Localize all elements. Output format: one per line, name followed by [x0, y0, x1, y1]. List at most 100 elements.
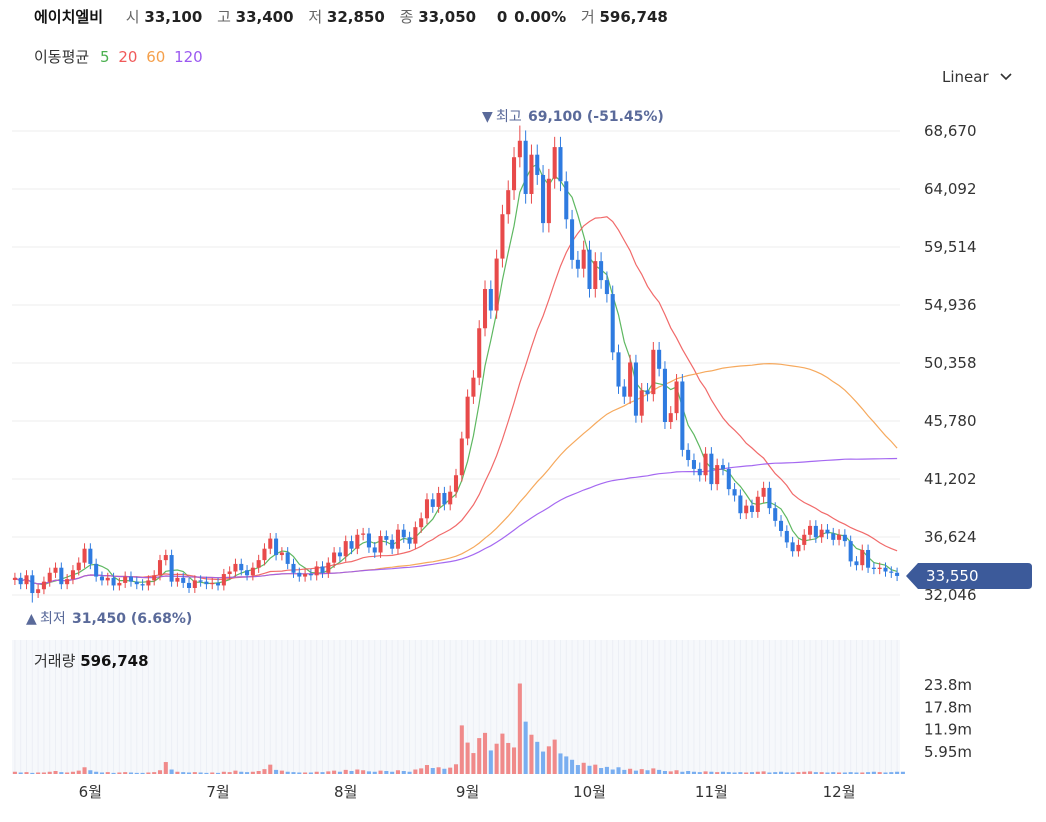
open-label: 시 [125, 8, 140, 26]
volume-bar [47, 771, 52, 774]
candle-body [53, 567, 58, 573]
candle-body [407, 537, 412, 544]
candle-body [12, 577, 17, 580]
ma-20[interactable]: 20 [118, 48, 138, 66]
month-label: 7월 [206, 783, 229, 801]
volume-bar [639, 769, 644, 774]
volume-bar [157, 770, 163, 774]
candle-body [227, 571, 232, 575]
volume-bar [76, 770, 81, 774]
volume-bar [314, 771, 319, 774]
volume-bar [871, 771, 876, 774]
volume-bar [541, 751, 546, 774]
volume-bar [564, 756, 569, 774]
scale-dropdown[interactable]: Linear [942, 68, 1012, 86]
moving-average-legend[interactable]: 이동평균 5 20 60 120 [34, 46, 207, 67]
volume-bar [413, 769, 418, 774]
candle-body [181, 577, 186, 583]
volume-bar [900, 771, 905, 774]
candle-body [720, 465, 726, 469]
candle-body [854, 561, 859, 566]
high-annotation: ▼ 최고 69,100 (-51.45%) [482, 109, 664, 125]
volume-bar [82, 767, 87, 774]
candle-body [610, 294, 615, 353]
volume-bar [355, 769, 360, 774]
volume-bar [732, 772, 737, 774]
volume-bar [41, 772, 46, 774]
volume-bar [111, 772, 116, 774]
month-label: 12월 [823, 783, 856, 801]
candle-body [274, 538, 279, 556]
candle-body [680, 381, 685, 450]
volume-bar [848, 772, 853, 774]
volume-bar [668, 771, 673, 774]
volume-tick-label: 11.9m [924, 721, 972, 739]
price-tick-label: 64,092 [924, 180, 977, 198]
volume-bar [366, 771, 371, 774]
volume-title: 거래량 [34, 652, 76, 670]
volume-bar [686, 771, 691, 774]
volume-bar [761, 771, 766, 774]
volume-bar [720, 771, 726, 774]
volume-bar [482, 732, 488, 774]
candle-body [349, 541, 354, 549]
candle-body [326, 562, 331, 573]
current-price-text: 33,550 [926, 567, 979, 585]
volume-bar [697, 772, 702, 774]
volume-bar [36, 772, 41, 774]
volume-bar [645, 770, 650, 774]
volume-bar [233, 770, 238, 774]
price-header: 에이치엘비 시 33,100 고 33,400 저 32,850 종 33,05… [34, 6, 674, 27]
volume-bar [436, 767, 441, 774]
volume-bar [587, 765, 592, 774]
candle-body [424, 499, 430, 519]
volume-axis: 23.8m 17.8m 11.9m 5.95m [924, 676, 972, 761]
volume-bar [610, 769, 615, 774]
volume-bar [361, 770, 366, 774]
volume-bar [819, 772, 824, 774]
candle-body [691, 460, 696, 469]
candle-body [24, 575, 29, 585]
volume-bar [825, 772, 830, 774]
candle-body [262, 548, 267, 561]
volume-bar [430, 768, 435, 774]
volume-bar [674, 770, 679, 774]
volume-bar [453, 764, 459, 774]
candle-body [123, 576, 128, 583]
high-marker: ▼ [482, 109, 493, 125]
volume-bar [343, 769, 348, 774]
candle-body [146, 580, 151, 586]
volume-bar [268, 764, 273, 774]
ma-120[interactable]: 120 [174, 48, 203, 66]
ma-60[interactable]: 60 [146, 48, 166, 66]
volume-bar [186, 772, 192, 774]
volume-bar [227, 772, 232, 774]
month-label: 11월 [695, 783, 728, 801]
volume-bar [163, 762, 168, 774]
candle-body [744, 505, 749, 514]
high-text: 최고 [496, 109, 522, 125]
ma-5[interactable]: 5 [99, 48, 110, 66]
high-value: 33,400 [235, 8, 294, 26]
candle-body [82, 548, 87, 563]
volume-bar [477, 738, 482, 774]
volume-bar [575, 765, 580, 774]
candle-body [76, 562, 81, 571]
candle-body [808, 525, 813, 535]
volume-bar [703, 771, 708, 774]
volume-bar [30, 772, 35, 774]
volume-bar [88, 770, 93, 774]
candle-body [128, 576, 134, 582]
volume-bar [604, 766, 609, 774]
candle-body [239, 563, 244, 571]
candle-body [778, 520, 784, 531]
candle-body [390, 539, 395, 549]
candle-body [662, 368, 667, 423]
volume-bar [216, 772, 221, 774]
candle-body [703, 453, 708, 476]
candle-body [41, 581, 46, 590]
candle-body [320, 566, 325, 573]
volume-bar [488, 750, 493, 774]
candle-body [314, 566, 319, 576]
